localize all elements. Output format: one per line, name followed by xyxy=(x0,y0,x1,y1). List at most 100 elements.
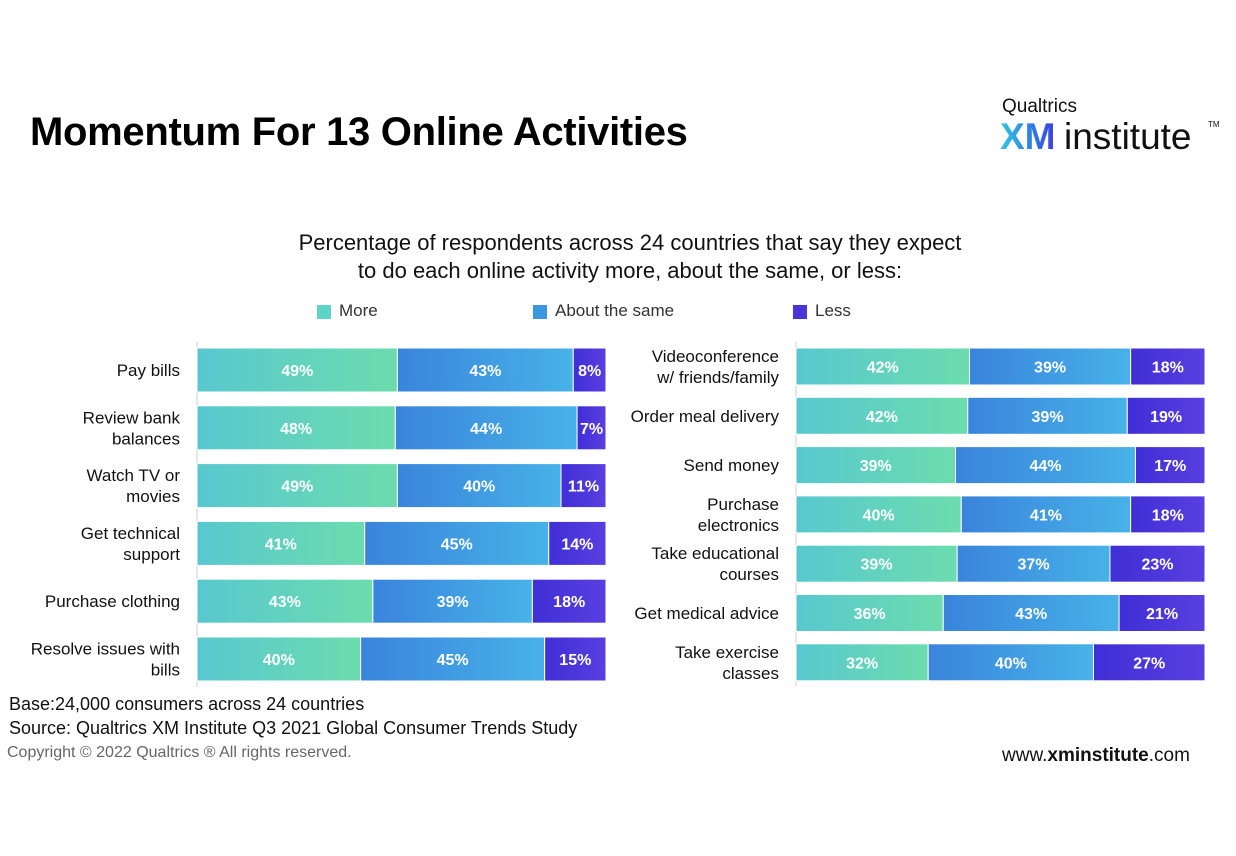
data-label-less: 8% xyxy=(578,363,601,380)
data-label-less: 14% xyxy=(561,536,593,553)
data-label-less: 23% xyxy=(1141,557,1173,574)
data-label-more: 42% xyxy=(866,409,898,426)
bar-segment-same xyxy=(396,347,574,393)
data-label-same: 41% xyxy=(1030,507,1062,524)
bar-segment-less xyxy=(1126,396,1206,435)
bar-segment-more xyxy=(196,636,362,682)
data-label-same: 39% xyxy=(1032,409,1064,426)
bar-segment-same xyxy=(955,446,1136,485)
category-label: Take educational xyxy=(651,544,779,563)
category-label: classes xyxy=(722,664,779,683)
bar-segment-more xyxy=(795,347,971,386)
chart-subtitle: Percentage of respondents across 24 coun… xyxy=(200,229,1060,285)
website-suffix: .com xyxy=(1148,745,1190,766)
data-label-same: 40% xyxy=(463,479,495,496)
subtitle-line-1: Percentage of respondents across 24 coun… xyxy=(298,230,962,255)
bar-segment-same xyxy=(927,643,1094,682)
chart-title: Momentum For 13 Online Activities xyxy=(30,110,688,154)
data-label-same: 39% xyxy=(1034,360,1066,377)
data-label-less: 27% xyxy=(1133,655,1165,672)
category-label: electronics xyxy=(698,516,779,535)
bar-segment-same xyxy=(942,594,1120,632)
legend-label-less: Less xyxy=(815,301,851,320)
category-label: courses xyxy=(719,565,779,584)
data-label-more: 36% xyxy=(854,606,886,623)
category-label: Get medical advice xyxy=(634,604,779,623)
data-label-less: 21% xyxy=(1146,606,1178,623)
data-label-less: 18% xyxy=(553,594,585,611)
data-label-same: 43% xyxy=(1015,606,1047,623)
website-prefix: www. xyxy=(1002,745,1048,766)
data-label-less: 19% xyxy=(1150,409,1182,426)
category-label: Videoconference xyxy=(652,347,779,366)
data-label-more: 41% xyxy=(265,536,297,553)
bar-segment-less xyxy=(576,405,607,451)
data-label-more: 39% xyxy=(861,557,893,574)
data-label-more: 48% xyxy=(280,421,312,438)
category-label: Purchase clothing xyxy=(45,592,180,611)
bar-segment-same xyxy=(394,405,578,451)
data-label-less: 7% xyxy=(580,421,603,438)
footer-base: Base:24,000 consumers across 24 countrie… xyxy=(9,694,365,714)
category-label: Send money xyxy=(684,456,780,475)
data-label-same: 39% xyxy=(437,594,469,611)
data-label-same: 43% xyxy=(469,363,501,380)
data-label-more: 49% xyxy=(281,479,313,496)
xm-institute-logo: Qualtrics XM institute TM xyxy=(1000,96,1220,160)
bar-segment-less xyxy=(1109,544,1206,583)
data-label-more: 42% xyxy=(867,360,899,377)
legend-label-more: More xyxy=(339,301,378,320)
bar-segment-less xyxy=(548,520,607,566)
category-label: Review bank xyxy=(83,408,181,427)
data-label-same: 44% xyxy=(470,421,502,438)
left-panel: 49% 43% 8% Pay bills 48% 44% 7% Review bank bala… xyxy=(31,342,607,687)
bar-segment-less xyxy=(1134,446,1206,485)
category-label: Pay bills xyxy=(117,361,180,380)
data-label-less: 15% xyxy=(559,652,591,669)
logo-brand: Qualtrics xyxy=(1002,96,1077,117)
bar-segment-less xyxy=(544,636,607,682)
bar-segment-more xyxy=(795,544,958,583)
bar-segment-less xyxy=(1130,347,1206,386)
data-label-more: 43% xyxy=(269,594,301,611)
data-label-more: 32% xyxy=(846,655,878,672)
bar-segment-more xyxy=(196,578,374,624)
footer-copyright: Copyright © 2022 Qualtrics ® All rights … xyxy=(7,744,352,761)
legend-swatch-less xyxy=(793,305,807,319)
footer-website: www.xminstitute.com xyxy=(1002,745,1190,767)
data-label-same: 44% xyxy=(1029,458,1061,475)
bar-segment-more xyxy=(795,643,929,682)
data-label-less: 18% xyxy=(1152,360,1184,377)
category-label: support xyxy=(123,545,180,564)
bar-segment-same xyxy=(396,463,562,509)
bar-segment-less xyxy=(1130,495,1206,534)
bar-segment-same xyxy=(372,578,533,624)
footer-source: Source: Qualtrics XM Institute Q3 2021 G… xyxy=(9,718,578,738)
data-label-same: 45% xyxy=(437,652,469,669)
category-label: movies xyxy=(126,487,180,506)
category-label: Get technical xyxy=(81,524,180,543)
data-label-more: 49% xyxy=(281,363,313,380)
category-label: Take exercise xyxy=(675,643,779,662)
bar-segment-same xyxy=(960,495,1132,534)
bar-segment-more xyxy=(196,347,398,393)
bar-segment-less xyxy=(1118,594,1206,632)
bar-segment-less xyxy=(531,578,607,624)
right-panel: 42% 39% 18% Videoconference w/ friends/famil… xyxy=(631,342,1206,687)
data-label-less: 17% xyxy=(1154,458,1186,475)
bar-segment-less xyxy=(560,463,607,509)
bar-segment-same xyxy=(956,544,1111,583)
bar-segment-more xyxy=(196,520,366,566)
legend-label-same: About the same xyxy=(555,301,675,320)
data-label-same: 45% xyxy=(441,536,473,553)
data-label-more: 40% xyxy=(863,507,895,524)
data-label-less: 11% xyxy=(568,479,599,496)
legend-swatch-same xyxy=(533,305,547,319)
bar-segment-less xyxy=(572,347,607,393)
bar-segment-more xyxy=(795,594,944,632)
bar-segment-more xyxy=(196,405,396,451)
data-label-same: 40% xyxy=(995,655,1027,672)
category-label: bills xyxy=(151,661,180,680)
category-label: w/ friends/family xyxy=(656,368,779,387)
category-label: Purchase xyxy=(707,495,779,514)
